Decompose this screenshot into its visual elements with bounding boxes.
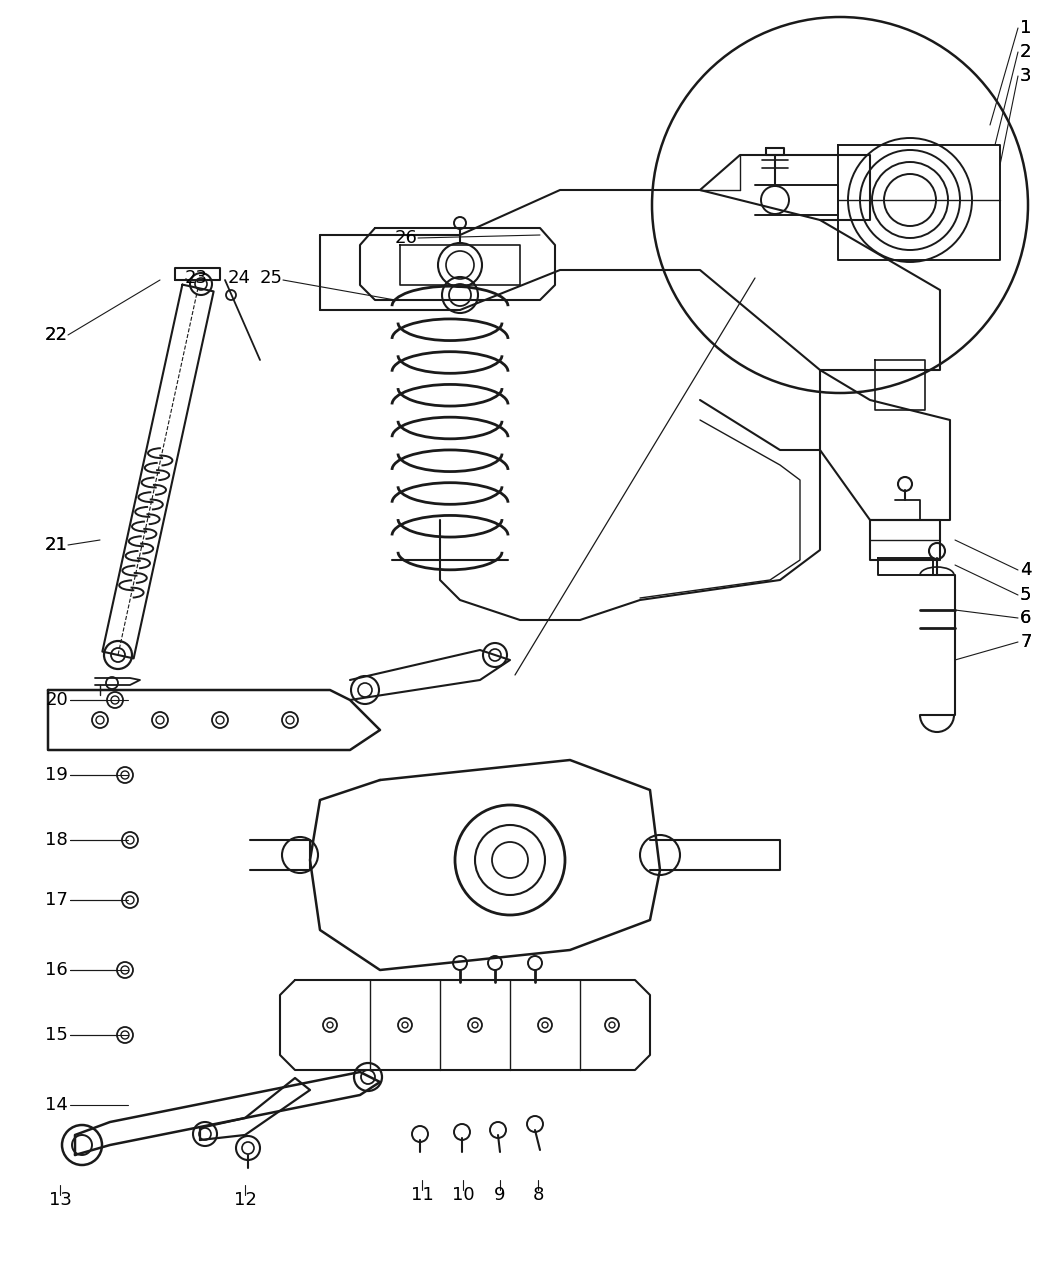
Text: 9: 9 [495, 1186, 506, 1204]
Text: 7: 7 [1020, 632, 1031, 652]
Text: 2: 2 [1020, 43, 1031, 61]
Text: 17: 17 [45, 891, 68, 909]
Circle shape [652, 17, 1028, 393]
Text: 4: 4 [1020, 561, 1031, 579]
Text: 18: 18 [45, 831, 68, 849]
Text: 20: 20 [45, 691, 68, 709]
Text: 21: 21 [45, 536, 68, 555]
Text: 6: 6 [1020, 609, 1031, 627]
Text: 12: 12 [234, 1191, 257, 1209]
Text: 6: 6 [1020, 609, 1031, 627]
Text: 15: 15 [45, 1026, 68, 1044]
Text: 8: 8 [532, 1186, 544, 1204]
Text: 21: 21 [45, 536, 68, 555]
Text: 1: 1 [1020, 19, 1031, 37]
Text: 14: 14 [45, 1096, 68, 1114]
Text: 5: 5 [1020, 586, 1031, 604]
Text: 10: 10 [452, 1186, 475, 1204]
Text: 16: 16 [45, 961, 68, 979]
Text: 4: 4 [1020, 561, 1031, 579]
Text: 22: 22 [45, 326, 68, 344]
Text: 3: 3 [1020, 68, 1031, 85]
Text: 24: 24 [228, 269, 252, 287]
Text: 11: 11 [411, 1186, 434, 1204]
Text: 19: 19 [45, 766, 68, 784]
Text: 25: 25 [260, 269, 283, 287]
Text: 13: 13 [48, 1191, 71, 1209]
Text: 26: 26 [395, 230, 418, 247]
Text: 1: 1 [1020, 19, 1031, 37]
Text: 22: 22 [45, 326, 68, 344]
Text: 7: 7 [1020, 632, 1031, 652]
Text: 23: 23 [185, 269, 208, 287]
Text: 5: 5 [1020, 586, 1031, 604]
Text: 3: 3 [1020, 68, 1031, 85]
Text: 2: 2 [1020, 43, 1031, 61]
